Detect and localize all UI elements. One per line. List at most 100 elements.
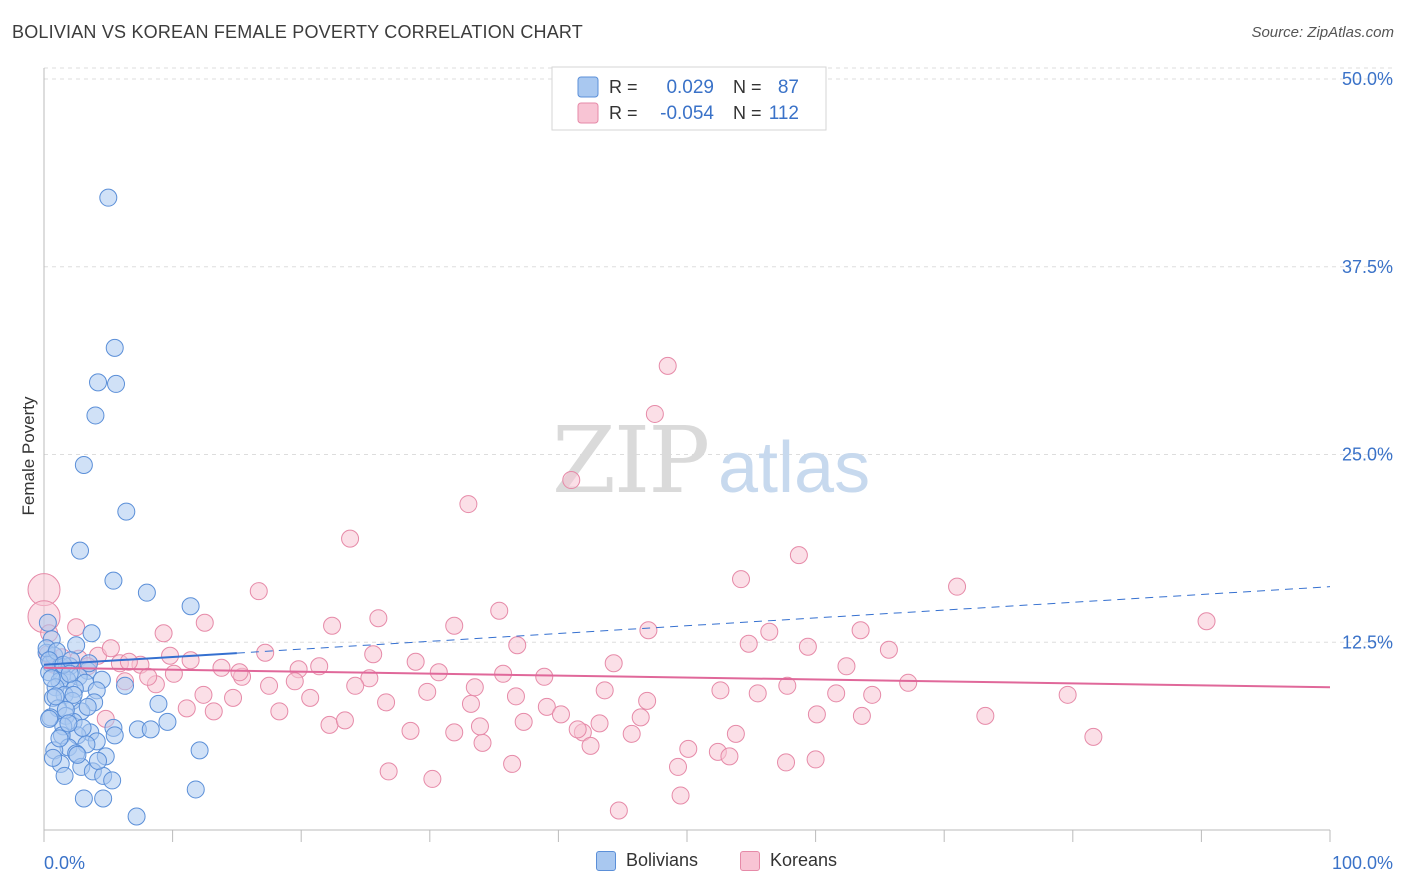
korean-point-95 bbox=[230, 663, 249, 682]
korean-point-74 bbox=[679, 739, 698, 758]
korean-point-98 bbox=[535, 667, 554, 686]
korean-point-4 bbox=[562, 471, 581, 490]
bolivian-point-85 bbox=[105, 726, 124, 745]
bolivian-point-86 bbox=[78, 697, 97, 716]
bolivian-point-2 bbox=[89, 373, 108, 392]
korean-point-44 bbox=[595, 681, 614, 700]
korean-point-35 bbox=[429, 663, 448, 682]
korean-point-109 bbox=[638, 691, 657, 710]
axes bbox=[43, 68, 1331, 842]
korean-point-38 bbox=[360, 669, 379, 688]
korean-point-45 bbox=[711, 681, 730, 700]
korean-point-23 bbox=[879, 640, 898, 659]
x-tick-label-0: 0.0% bbox=[44, 853, 85, 873]
x-tick-marks bbox=[43, 830, 1331, 842]
korean-point-54 bbox=[461, 694, 480, 713]
bolivian-point-5 bbox=[74, 456, 93, 475]
korean-point-3 bbox=[645, 404, 664, 423]
korean-point-9 bbox=[948, 577, 967, 596]
korean-point-13 bbox=[1197, 612, 1216, 631]
korean-point-60 bbox=[852, 706, 871, 725]
bolivian-point-28 bbox=[116, 676, 135, 695]
trend-lines bbox=[43, 586, 1331, 689]
korean-point-10 bbox=[249, 582, 268, 601]
korean-point-59 bbox=[807, 705, 826, 724]
legend-r-label-koreans: R = bbox=[609, 103, 638, 123]
grid-lines bbox=[44, 67, 1392, 643]
korean-point-62 bbox=[631, 708, 650, 727]
korean-point-61 bbox=[976, 706, 995, 725]
korean-point-55 bbox=[537, 697, 556, 716]
korean-point-73 bbox=[581, 736, 600, 755]
x-tick-labels: 0.0% 100.0% bbox=[44, 853, 1393, 873]
korean-point-104 bbox=[164, 664, 183, 683]
trend-line-koreans bbox=[43, 666, 1331, 689]
bolivian-point-84 bbox=[59, 714, 78, 733]
watermark-atlas: atlas bbox=[718, 428, 870, 508]
korean-point-81 bbox=[423, 769, 442, 788]
korean-point-8 bbox=[732, 570, 751, 589]
x-tick-label-1: 100.0% bbox=[1332, 853, 1393, 873]
korean-point-58 bbox=[551, 705, 570, 724]
korean-point-14 bbox=[195, 613, 214, 632]
legend-r-label-bolivians: R = bbox=[609, 77, 638, 97]
korean-point-76 bbox=[720, 747, 739, 766]
korean-point-94 bbox=[119, 652, 138, 671]
korean-point-28 bbox=[406, 652, 425, 671]
legend-bottom-swatch-bolivians bbox=[596, 850, 616, 871]
korean-point-92 bbox=[67, 618, 86, 637]
korean-point-42 bbox=[346, 676, 365, 695]
korean-point-88 bbox=[470, 717, 489, 736]
y-tick-label-1: 25.0% bbox=[1342, 445, 1393, 465]
korean-point-78 bbox=[777, 753, 796, 772]
legend-bottom-label-bolivians: Bolivians bbox=[626, 850, 699, 870]
bolivian-point-7 bbox=[71, 541, 90, 560]
korean-point-48 bbox=[863, 685, 882, 704]
source-label: Source: ZipAtlas.com bbox=[1251, 24, 1394, 41]
y-tick-label-3: 50.0% bbox=[1342, 69, 1393, 89]
legend-top: R = 0.029 N = 87 R = -0.054 N = 112 bbox=[551, 66, 827, 131]
korean-point-52 bbox=[301, 688, 320, 707]
bolivian-point-10 bbox=[181, 597, 200, 616]
bolivian-point-8 bbox=[104, 571, 123, 590]
y-tick-label-2: 37.5% bbox=[1342, 257, 1393, 277]
korean-point-11 bbox=[490, 601, 509, 620]
bolivian-point-82 bbox=[44, 748, 63, 767]
korean-point-108 bbox=[139, 667, 158, 686]
bolivian-point-64 bbox=[74, 789, 93, 808]
bolivian-point-66 bbox=[127, 807, 146, 826]
korean-point-18 bbox=[760, 622, 779, 641]
watermark-zip: ZIP bbox=[552, 407, 708, 514]
korean-point-53 bbox=[377, 693, 396, 712]
bolivian-point-1 bbox=[105, 338, 124, 357]
y-tick-label-0: 12.5% bbox=[1342, 632, 1393, 652]
legend-n-label-bolivians: N = bbox=[733, 77, 762, 97]
bolivian-point-75 bbox=[46, 687, 65, 706]
bolivian-point-63 bbox=[186, 780, 205, 799]
bolivian-point-6 bbox=[117, 502, 136, 521]
bolivian-point-65 bbox=[94, 789, 113, 808]
korean-point-5 bbox=[459, 495, 478, 514]
legend-item-koreans: Koreans bbox=[740, 850, 837, 871]
korean-point-57 bbox=[270, 702, 289, 721]
korean-point-46 bbox=[748, 684, 767, 703]
korean-point-50 bbox=[194, 685, 213, 704]
bolivian-point-0 bbox=[99, 188, 118, 207]
bolivian-point-42 bbox=[158, 712, 177, 731]
korean-point-106 bbox=[204, 702, 223, 721]
legend-n-value-koreans: 112 bbox=[769, 103, 799, 124]
legend-n-value-bolivians: 87 bbox=[778, 77, 799, 98]
legend-swatch-koreans bbox=[577, 102, 599, 124]
korean-point-56 bbox=[177, 699, 196, 718]
korean-point-99 bbox=[418, 682, 437, 701]
korean-point-49 bbox=[1058, 685, 1077, 704]
bolivian-point-14 bbox=[67, 636, 86, 655]
korean-point-33 bbox=[212, 658, 231, 677]
bolivian-point-11 bbox=[38, 613, 57, 632]
bolivian-point-3 bbox=[107, 374, 126, 393]
bolivian-point-76 bbox=[64, 685, 83, 704]
korean-point-111 bbox=[739, 634, 758, 653]
korean-point-16 bbox=[445, 616, 464, 635]
legend-n-label-koreans: N = bbox=[733, 103, 762, 123]
bolivian-point-83 bbox=[89, 751, 108, 770]
